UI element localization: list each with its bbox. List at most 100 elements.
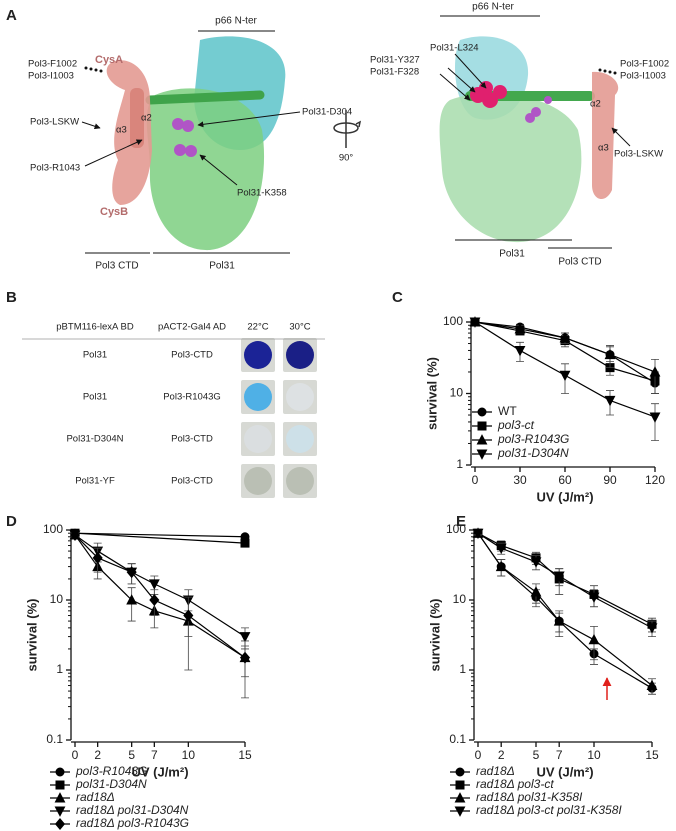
annotation: Pol31-F328 bbox=[370, 67, 419, 78]
y-tick-label: 10 bbox=[453, 592, 467, 606]
panel-label: D bbox=[6, 513, 17, 530]
data-point bbox=[605, 396, 614, 405]
annotation: α2 bbox=[590, 99, 601, 110]
table-cell: Pol31 bbox=[83, 350, 107, 361]
legend-label: pol3-R1043G bbox=[497, 432, 569, 446]
annotation: Pol31 bbox=[209, 261, 235, 272]
yeast-spot bbox=[244, 383, 272, 411]
x-tick-label: 120 bbox=[645, 473, 665, 487]
table-header: 22°C bbox=[247, 322, 268, 333]
y-axis-title: survival (%) bbox=[424, 357, 439, 430]
annotation: Pol3-R1043 bbox=[30, 163, 80, 174]
error-bar bbox=[590, 626, 598, 664]
dots bbox=[85, 67, 103, 73]
annotation: Pol3 CTD bbox=[95, 261, 138, 272]
table-cell: Pol31 bbox=[83, 392, 107, 403]
data-point bbox=[184, 610, 193, 620]
y-tick-label: 100 bbox=[43, 522, 63, 536]
annotation: α2 bbox=[141, 113, 152, 124]
legend-marker bbox=[56, 819, 65, 829]
y-axis-title: survival (%) bbox=[24, 599, 39, 672]
legend-marker bbox=[478, 422, 486, 430]
x-tick-label: 7 bbox=[556, 748, 563, 762]
error-bar bbox=[241, 641, 249, 698]
data-point bbox=[560, 371, 569, 380]
x-tick-label: 0 bbox=[472, 473, 479, 487]
data-point bbox=[150, 580, 159, 589]
legend-marker bbox=[478, 408, 486, 416]
y-tick-label: 100 bbox=[446, 522, 466, 536]
table-header: pACT2-Gal4 AD bbox=[158, 322, 226, 333]
legend-marker bbox=[456, 781, 464, 789]
legend-label: rad18Δ bbox=[476, 764, 515, 778]
annotation: Pol3-F1002 bbox=[620, 59, 669, 70]
y-tick-label: 10 bbox=[50, 592, 64, 606]
yeast-spot bbox=[286, 467, 314, 495]
table-cell: Pol3-R1043G bbox=[163, 392, 221, 403]
legend-label: rad18Δ pol31-D304N bbox=[76, 803, 189, 817]
x-tick-label: 60 bbox=[558, 473, 572, 487]
annotation: α3 bbox=[116, 125, 127, 136]
x-tick-label: 10 bbox=[182, 748, 196, 762]
x-tick-label: 2 bbox=[94, 748, 101, 762]
x-tick-label: 10 bbox=[587, 748, 601, 762]
annotation: Pol3-LSKW bbox=[30, 117, 79, 128]
legend-label: rad18Δ pol3-ct bbox=[476, 777, 554, 791]
x-axis-title: UV (J/m²) bbox=[536, 489, 593, 504]
panel-label: A bbox=[6, 7, 17, 24]
annotation: Pol3-F1002 bbox=[28, 59, 77, 70]
x-tick-label: 2 bbox=[498, 748, 505, 762]
error-bar bbox=[184, 597, 192, 670]
table-cell: Pol31-YF bbox=[75, 476, 115, 487]
data-point bbox=[589, 635, 598, 644]
table-header: 30°C bbox=[289, 322, 310, 333]
x-tick-label: 5 bbox=[533, 748, 540, 762]
table-cell: Pol3-CTD bbox=[171, 350, 213, 361]
yeast-spot bbox=[286, 341, 314, 369]
annotation: Pol31 bbox=[499, 249, 525, 260]
data-point bbox=[531, 587, 540, 596]
legend-label: pol31-D304N bbox=[75, 777, 147, 791]
y-tick-label: 10 bbox=[450, 386, 464, 400]
x-tick-label: 5 bbox=[128, 748, 135, 762]
annotation: 90° bbox=[339, 153, 354, 164]
y2h-table: pBTM116-lexA BDpACT2-Gal4 AD22°C30°CPol3… bbox=[56, 322, 317, 498]
yeast-spot bbox=[244, 341, 272, 369]
data-point bbox=[241, 539, 249, 547]
yeast-spot bbox=[286, 383, 314, 411]
y-tick-label: 0.1 bbox=[46, 732, 63, 746]
annotation: Pol3-LSKW bbox=[614, 149, 663, 160]
x-tick-label: 15 bbox=[645, 748, 659, 762]
table-cell: Pol31-D304N bbox=[66, 434, 123, 445]
structure-left bbox=[107, 36, 286, 250]
legend-label: rad18Δ pol31-K358I bbox=[476, 790, 583, 804]
yeast-spot bbox=[244, 467, 272, 495]
legend-marker bbox=[456, 768, 464, 776]
annotation: p66 N-ter bbox=[215, 16, 257, 27]
x-tick-label: 0 bbox=[72, 748, 79, 762]
y-tick-label: 0.1 bbox=[449, 732, 466, 746]
annotation: Pol31-L324 bbox=[430, 43, 479, 54]
y-axis-title: survival (%) bbox=[427, 599, 442, 672]
panel-label: C bbox=[392, 289, 403, 306]
annotation: Pol3-I1003 bbox=[28, 71, 74, 82]
x-tick-label: 30 bbox=[513, 473, 527, 487]
annotation: α3 bbox=[598, 143, 609, 154]
legend-marker bbox=[56, 781, 64, 789]
annotation: Pol31-K358 bbox=[237, 188, 287, 199]
y-tick-label: 1 bbox=[459, 662, 466, 676]
panel-label: B bbox=[6, 289, 17, 306]
data-point bbox=[515, 346, 524, 355]
y-tick-label: 100 bbox=[443, 314, 463, 328]
x-tick-label: 15 bbox=[238, 748, 252, 762]
legend-label: pol31-D304N bbox=[497, 446, 569, 460]
arrow bbox=[82, 122, 100, 128]
arrow bbox=[612, 128, 630, 146]
annotation: p66 N-ter bbox=[472, 2, 514, 13]
legend-label: pol3-R1043G bbox=[75, 764, 147, 778]
y-tick-label: 1 bbox=[456, 457, 463, 471]
x-tick-label: 90 bbox=[603, 473, 617, 487]
annotation: CysB bbox=[100, 206, 128, 218]
legend-label: rad18Δ bbox=[76, 790, 115, 804]
